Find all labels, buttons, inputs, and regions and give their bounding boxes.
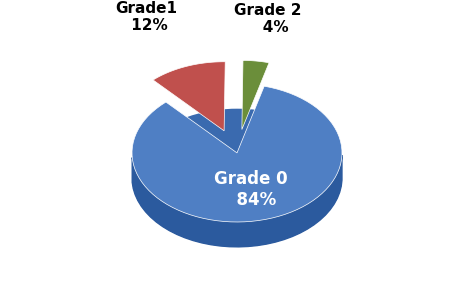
Polygon shape — [242, 60, 269, 130]
Text: Grade 2
   4%: Grade 2 4% — [234, 3, 302, 35]
Ellipse shape — [132, 109, 342, 247]
Text: Grade 0
  84%: Grade 0 84% — [214, 170, 288, 209]
Text: Grade1
 12%: Grade1 12% — [116, 1, 177, 33]
Polygon shape — [153, 62, 225, 131]
Polygon shape — [132, 86, 342, 222]
Polygon shape — [132, 155, 342, 247]
